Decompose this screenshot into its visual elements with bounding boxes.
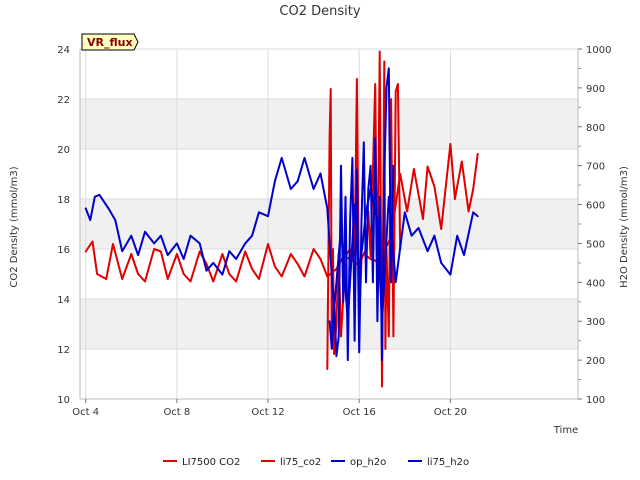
y-axis-left-ticks: 10 12 14 16 18 20 22 24 <box>57 45 70 406</box>
chart-title: CO2 Density <box>279 4 360 19</box>
y-left-tick-label: 16 <box>57 245 70 256</box>
x-tick-label: Oct 8 <box>163 407 190 418</box>
y-axis-right-ticks: 100 200 300 400 500 600 700 800 900 1000 <box>578 45 611 406</box>
y-axis-right-label: H2O Density (mmol/m3) <box>619 166 630 288</box>
series-line-li75-h2o <box>328 67 395 362</box>
y-left-tick-label: 24 <box>57 45 70 56</box>
y-right-tick-label: 900 <box>586 84 605 95</box>
x-axis-label: Time <box>553 425 578 436</box>
y-left-tick-label: 18 <box>57 195 70 206</box>
x-tick-label: Oct 20 <box>434 407 467 418</box>
y-right-tick-label: 300 <box>586 317 605 328</box>
vr-flux-badge: VR_flux <box>81 33 139 51</box>
legend-label: LI7500 CO2 <box>182 457 240 468</box>
y-right-tick-label: 700 <box>586 162 605 173</box>
legend: LI7500 CO2 li75_co2 op_h2o li75_h2o <box>163 457 469 468</box>
y-left-tick-label: 12 <box>57 345 70 356</box>
y-right-tick-label: 100 <box>586 395 605 406</box>
x-tick-label: Oct 12 <box>251 407 284 418</box>
y-right-tick-label: 400 <box>586 278 605 289</box>
legend-label: li75_co2 <box>280 457 321 468</box>
y-left-tick-label: 14 <box>57 295 70 306</box>
y-left-tick-label: 22 <box>57 95 70 106</box>
series-line-op-h2o <box>84 156 479 323</box>
legend-label: op_h2o <box>350 457 386 468</box>
y-axis-left-label: CO2 Density (mmol/m3) <box>9 166 20 287</box>
x-axis-ticks: Oct 4 Oct 8 Oct 12 Oct 16 Oct 20 <box>72 399 467 418</box>
badge-shape <box>81 33 139 51</box>
series-line-li75-co2 <box>84 143 479 283</box>
x-tick-label: Oct 16 <box>343 407 376 418</box>
badge-label: VR_flux <box>87 36 133 49</box>
legend-label: li75_h2o <box>427 457 469 468</box>
y-right-tick-label: 500 <box>586 239 605 250</box>
y-right-tick-label: 1000 <box>586 45 611 56</box>
y-left-tick-label: 20 <box>57 145 70 156</box>
x-tick-label: Oct 4 <box>72 407 99 418</box>
series-lines <box>84 50 479 388</box>
y-left-tick-label: 10 <box>57 395 70 406</box>
y-right-tick-label: 800 <box>586 123 605 134</box>
plot-background <box>80 49 578 399</box>
y-right-tick-label: 200 <box>586 356 605 367</box>
y-right-tick-label: 600 <box>586 201 605 212</box>
